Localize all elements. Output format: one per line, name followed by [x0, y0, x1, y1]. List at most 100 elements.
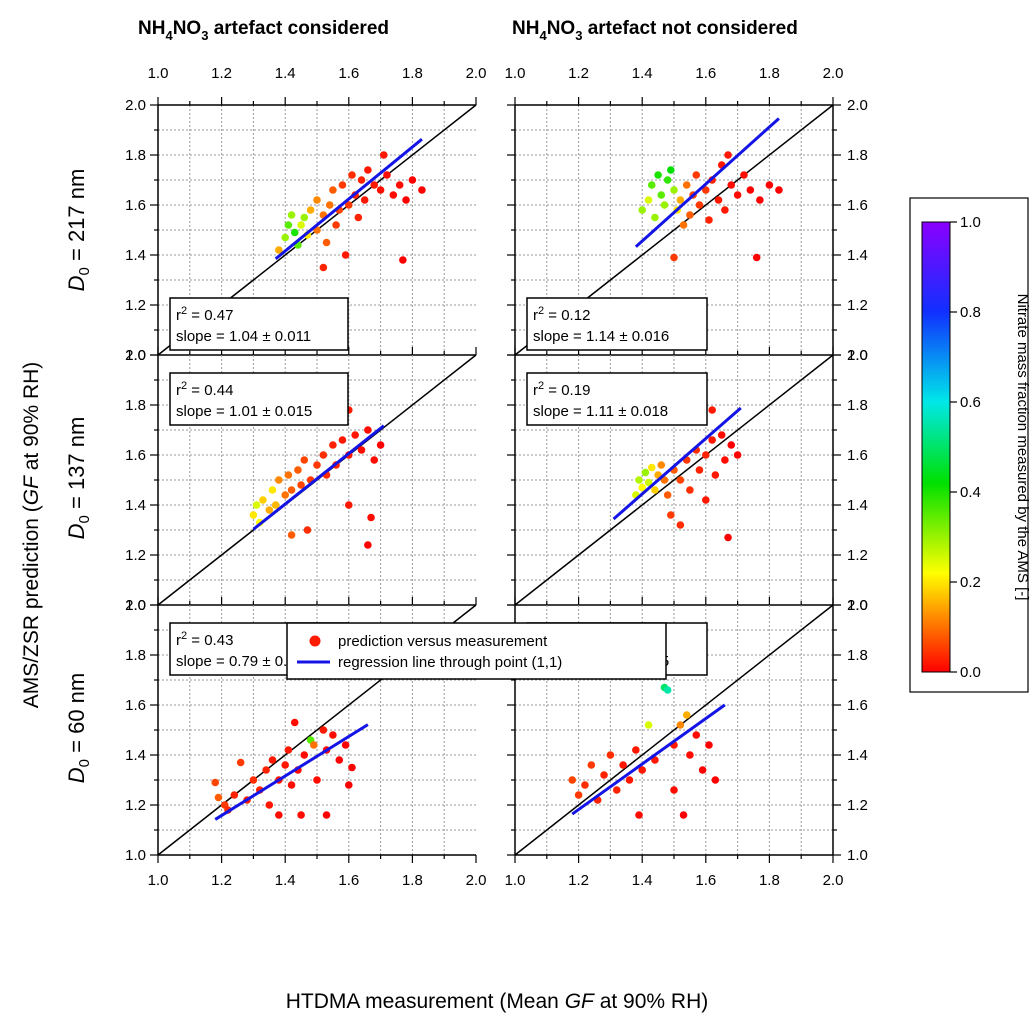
data-point [300, 456, 309, 464]
data-point [399, 256, 407, 264]
data-point [619, 761, 627, 769]
right-y-tick-label: 1.6 [847, 447, 868, 464]
data-point [733, 451, 742, 459]
y-axis-title: AMS/ZSR prediction (GF at 90% RH) [20, 362, 43, 709]
data-point [638, 206, 646, 214]
data-point [587, 761, 596, 769]
colorbar-tick-label: 0.0 [960, 664, 981, 681]
data-point [281, 491, 290, 499]
data-point [702, 496, 710, 504]
right-y-tick-label: 1.2 [847, 547, 868, 564]
data-point [364, 541, 372, 549]
data-point [265, 506, 274, 514]
data-point [676, 721, 685, 729]
data-point [271, 501, 280, 509]
colorbar-title: Nitrate mass fraction measured by the AM… [1014, 294, 1030, 601]
regression-line [634, 117, 780, 248]
data-point [679, 811, 688, 819]
data-point [600, 771, 608, 779]
top-x-tick-label: 1.6 [695, 65, 716, 82]
y-tick-label: 1.4 [125, 747, 146, 764]
stats-slope: slope = 0.79 ± 0.018 [176, 653, 312, 670]
data-point [265, 801, 274, 809]
right-y-tick-label: 1.4 [847, 747, 868, 764]
regression-line [612, 406, 742, 521]
data-point [348, 171, 356, 179]
data-point [638, 766, 646, 774]
column-title-right: NH4NO3 artefact not considered [512, 18, 798, 43]
right-y-tick-label: 1.0 [847, 597, 868, 614]
y-tick-label: 1.2 [125, 297, 146, 314]
data-point [351, 431, 359, 439]
column-title-left: NH4NO3 artefact considered [138, 18, 389, 43]
data-point [647, 463, 656, 472]
data-point [341, 251, 350, 259]
data-point [670, 253, 678, 262]
stats-box [169, 372, 349, 426]
data-point [647, 181, 656, 189]
data-point [370, 456, 379, 464]
data-point [287, 211, 296, 219]
data-point [606, 751, 615, 759]
data-point [644, 478, 653, 487]
right-y-tick-label: 1.8 [847, 647, 868, 664]
data-point [733, 191, 742, 199]
data-point [319, 726, 328, 734]
data-point [657, 191, 666, 199]
right-y-tick-label: 2.0 [847, 597, 868, 614]
x-tick-label: 1.4 [275, 872, 296, 889]
right-y-tick-label: 1.0 [847, 847, 868, 864]
data-point [670, 186, 678, 194]
data-point [727, 441, 736, 449]
data-point [679, 221, 688, 229]
colorbar-tick-label: 0.4 [960, 484, 981, 501]
panel-1: 1.01.21.41.61.82.01.0 1.2 1.4 1.6 1.8 2.0r2 =… [125, 65, 486, 364]
data-point [756, 196, 764, 204]
data-point [338, 436, 347, 444]
stats-slope: slope = 1.14 ± 0.016 [533, 328, 669, 345]
data-point [300, 213, 309, 222]
data-point [322, 811, 331, 819]
legend-points-label: prediction versus measurement [338, 633, 548, 650]
data-point [236, 758, 245, 767]
panel-2: 1.01.21.41.61.82.01.0 1.2 1.4 1.6 1.8 2.0r2 =… [505, 65, 868, 364]
data-point [389, 191, 398, 199]
data-point [581, 781, 589, 789]
data-point [635, 811, 643, 819]
data-point [379, 151, 388, 159]
y-tick-label: 1.4 [125, 497, 146, 514]
data-point [249, 511, 258, 519]
data-point [660, 201, 669, 209]
data-point [329, 441, 337, 449]
data-point [275, 811, 283, 819]
data-point [705, 741, 713, 749]
data-point [692, 171, 701, 179]
right-y-tick-label: 2.0 [847, 97, 868, 114]
data-point [290, 718, 299, 727]
data-point [303, 526, 312, 534]
row-title-60: D0 = 60 nm [64, 673, 93, 783]
data-point [313, 196, 321, 204]
data-point [676, 521, 685, 529]
data-point [635, 476, 643, 484]
data-point [275, 246, 283, 254]
data-point [657, 461, 666, 469]
top-x-tick-label: 1.6 [338, 65, 359, 82]
data-point [284, 471, 293, 479]
x-tick-label: 1.4 [632, 872, 653, 889]
data-point [705, 216, 713, 224]
data-point [306, 206, 315, 214]
right-y-tick-label: 2.0 [847, 347, 868, 364]
right-y-tick-label: 1.2 [847, 797, 868, 814]
data-point [297, 221, 305, 229]
data-point [644, 721, 653, 729]
data-point [775, 186, 783, 194]
regression-line [571, 703, 726, 816]
data-point [364, 166, 372, 174]
data-point [367, 513, 375, 522]
stats-r2: r2 = 0.12 [533, 305, 590, 324]
stats-box [526, 297, 708, 351]
data-point [348, 763, 356, 772]
stats-r2: r2 = 0.44 [176, 380, 233, 399]
right-y-tick-label: 1.8 [847, 397, 868, 414]
